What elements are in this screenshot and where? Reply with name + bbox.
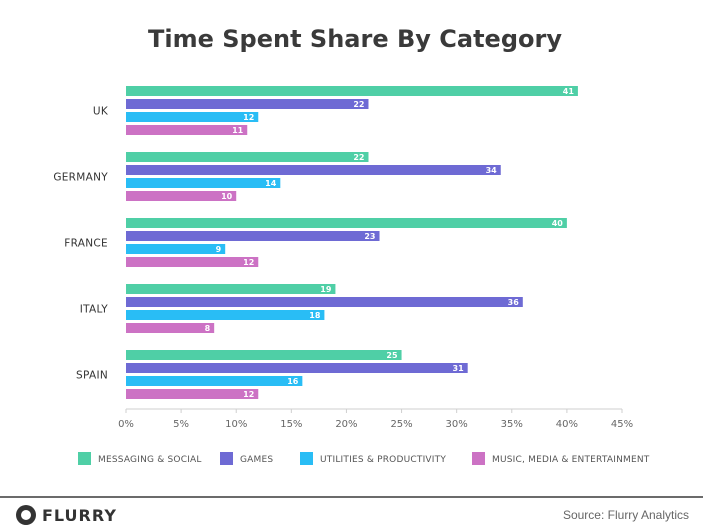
bar xyxy=(126,231,380,241)
bar-value-label: 8 xyxy=(205,324,211,333)
bar-value-label: 22 xyxy=(353,100,364,109)
x-tick-label: 45% xyxy=(611,419,633,430)
bar-value-label: 11 xyxy=(232,126,244,135)
bar-value-label: 14 xyxy=(265,179,277,188)
bars xyxy=(126,86,578,399)
x-tick-label: 5% xyxy=(173,419,189,430)
x-axis-ticks: 0% 5% 10% 15% 20% 25% 30% 35% 40% 45% xyxy=(118,409,633,430)
bar-value-label: 10 xyxy=(221,192,233,201)
bar xyxy=(126,191,237,201)
legend-label: MESSAGING & SOCIAL xyxy=(98,455,202,465)
bar xyxy=(126,112,259,122)
bar-value-label: 36 xyxy=(508,298,520,307)
bar xyxy=(126,99,369,109)
legend-swatch xyxy=(300,452,313,465)
bar-value-label: 16 xyxy=(287,377,299,386)
bar-value-label: 23 xyxy=(364,232,375,241)
bar-value-label: 12 xyxy=(243,113,254,122)
category-label: SPAIN xyxy=(76,370,108,382)
legend-swatch xyxy=(78,452,91,465)
bar xyxy=(126,152,369,162)
bar xyxy=(126,376,303,386)
bar-value-label: 12 xyxy=(243,258,254,267)
footer-divider xyxy=(0,496,703,498)
legend-swatch xyxy=(472,452,485,465)
legend-label: GAMES xyxy=(240,455,273,465)
category-labels: UK GERMANY FRANCE ITALY SPAIN xyxy=(53,106,109,382)
bar xyxy=(126,323,215,333)
x-tick-label: 25% xyxy=(390,419,412,430)
bar xyxy=(126,310,325,320)
x-tick-label: 10% xyxy=(225,419,247,430)
bar-value-label: 19 xyxy=(320,285,332,294)
bar xyxy=(126,363,468,373)
bar-value-labels: 41 22 12 11 22 34 14 10 40 23 9 12 19 36 18 8 25 31 16 12 xyxy=(205,87,575,399)
bar xyxy=(126,350,402,360)
bar xyxy=(126,257,259,267)
x-tick-label: 0% xyxy=(118,419,134,430)
bar-value-label: 18 xyxy=(309,311,321,320)
chart-title: Time Spent Share By Category xyxy=(148,25,562,53)
x-tick-label: 20% xyxy=(335,419,357,430)
bar-value-label: 12 xyxy=(243,390,254,399)
bar xyxy=(126,389,259,399)
bar-value-label: 9 xyxy=(216,245,222,254)
legend-swatch xyxy=(220,452,233,465)
category-label: GERMANY xyxy=(53,172,108,184)
flurry-logo-icon xyxy=(16,505,36,525)
bar xyxy=(126,244,226,254)
bar xyxy=(126,125,248,135)
source-note: Source: Flurry Analytics xyxy=(562,508,689,522)
x-tick-label: 30% xyxy=(446,419,468,430)
category-label: FRANCE xyxy=(64,238,108,250)
x-tick-label: 40% xyxy=(556,419,578,430)
bar xyxy=(126,284,336,294)
category-label: UK xyxy=(93,106,109,118)
legend: MESSAGING & SOCIAL GAMES UTILITIES & PRODU… xyxy=(78,452,650,465)
bar xyxy=(126,297,523,307)
bar-value-label: 41 xyxy=(563,87,575,96)
bar xyxy=(126,165,501,175)
bar-value-label: 25 xyxy=(386,351,398,360)
x-tick-label: 15% xyxy=(280,419,302,430)
bar-value-label: 22 xyxy=(353,153,364,162)
bar xyxy=(126,218,567,228)
flurry-logo-text: FLURRY xyxy=(42,505,117,525)
bar-value-label: 34 xyxy=(486,166,498,175)
category-label: ITALY xyxy=(80,304,109,316)
x-tick-label: 35% xyxy=(501,419,523,430)
bar-value-label: 31 xyxy=(453,364,465,373)
legend-label: UTILITIES & PRODUCTIVITY xyxy=(320,455,446,465)
flurry-logo: FLURRY xyxy=(16,505,117,525)
bar-value-label: 40 xyxy=(552,219,564,228)
bar xyxy=(126,178,281,188)
bar xyxy=(126,86,578,96)
legend-label: MUSIC, MEDIA & ENTERTAINMENT xyxy=(492,455,650,465)
